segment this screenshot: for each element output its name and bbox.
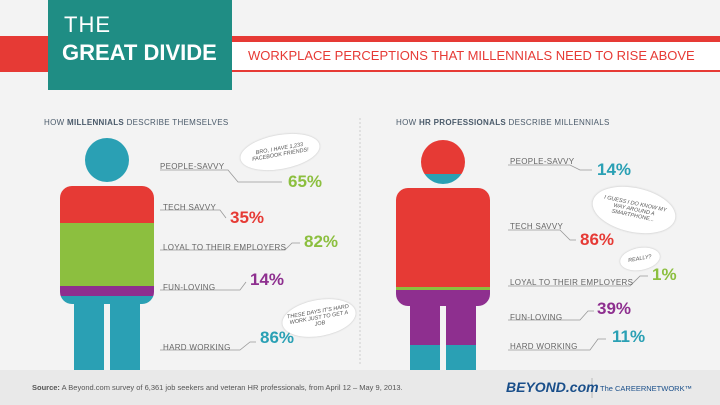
item-value: 39% <box>597 299 632 318</box>
heading-part: MILLENNIALS <box>66 118 125 127</box>
item-label: HARD WORKING <box>163 343 231 352</box>
item-label: LOYAL TO THEIR EMPLOYERS <box>510 278 634 287</box>
logo: BEYOND.com <box>506 379 599 395</box>
item-label: PEOPLE-SAVVY <box>160 162 225 171</box>
item-value: 82% <box>304 232 339 251</box>
subtitle-band <box>232 42 720 70</box>
source: Source: A Beyond.com survey of 6,361 job… <box>32 383 403 392</box>
item-label: HARD WORKING <box>510 342 578 351</box>
heading-part: HR PROFESSIONALS <box>418 118 507 127</box>
item-value: 14% <box>250 270 285 289</box>
heading-part: HOW <box>396 118 417 127</box>
footer-band <box>0 370 720 405</box>
item-label: TECH SAVVY <box>510 222 564 231</box>
connectors <box>160 164 648 351</box>
heading-part: DESCRIBE THEMSELVES <box>126 118 229 127</box>
left-heading: HOW MILLENNIALS DESCRIBE THEMSELVES <box>44 118 228 127</box>
hr-figure <box>396 140 490 380</box>
heading-part: HOW <box>44 118 65 127</box>
item-value: 86% <box>260 328 295 347</box>
item-value: 86% <box>580 230 615 249</box>
item-value: 35% <box>230 208 265 227</box>
item-value: 14% <box>597 160 632 179</box>
item-value: 11% <box>612 327 646 346</box>
subtitle: WORKPLACE PERCEPTIONS THAT MILLENNIALS N… <box>248 48 695 63</box>
item-value: 1% <box>652 265 677 284</box>
source-label: Source: <box>32 383 60 392</box>
title-box <box>48 0 232 90</box>
title-line: GREAT DIVIDE <box>62 40 217 65</box>
source-text: A Beyond.com survey of 6,361 job seekers… <box>61 383 403 392</box>
heading-part: DESCRIBE MILLENNIALS <box>508 118 610 127</box>
item-label: FUN-LOVING <box>510 313 563 322</box>
tagline: The CAREERNETWORK™ <box>600 384 693 393</box>
item-label: LOYAL TO THEIR EMPLOYERS <box>163 243 287 252</box>
item-label: PEOPLE-SAVVY <box>510 157 575 166</box>
right-heading: HOW HR PROFESSIONALS DESCRIBE MILLENNIAL… <box>396 118 610 127</box>
item-label: TECH SAVVY <box>163 203 217 212</box>
item-value: 65% <box>288 172 323 191</box>
title-line: THE <box>64 12 111 37</box>
millennial-figure <box>60 138 154 378</box>
item-label: FUN-LOVING <box>163 283 216 292</box>
